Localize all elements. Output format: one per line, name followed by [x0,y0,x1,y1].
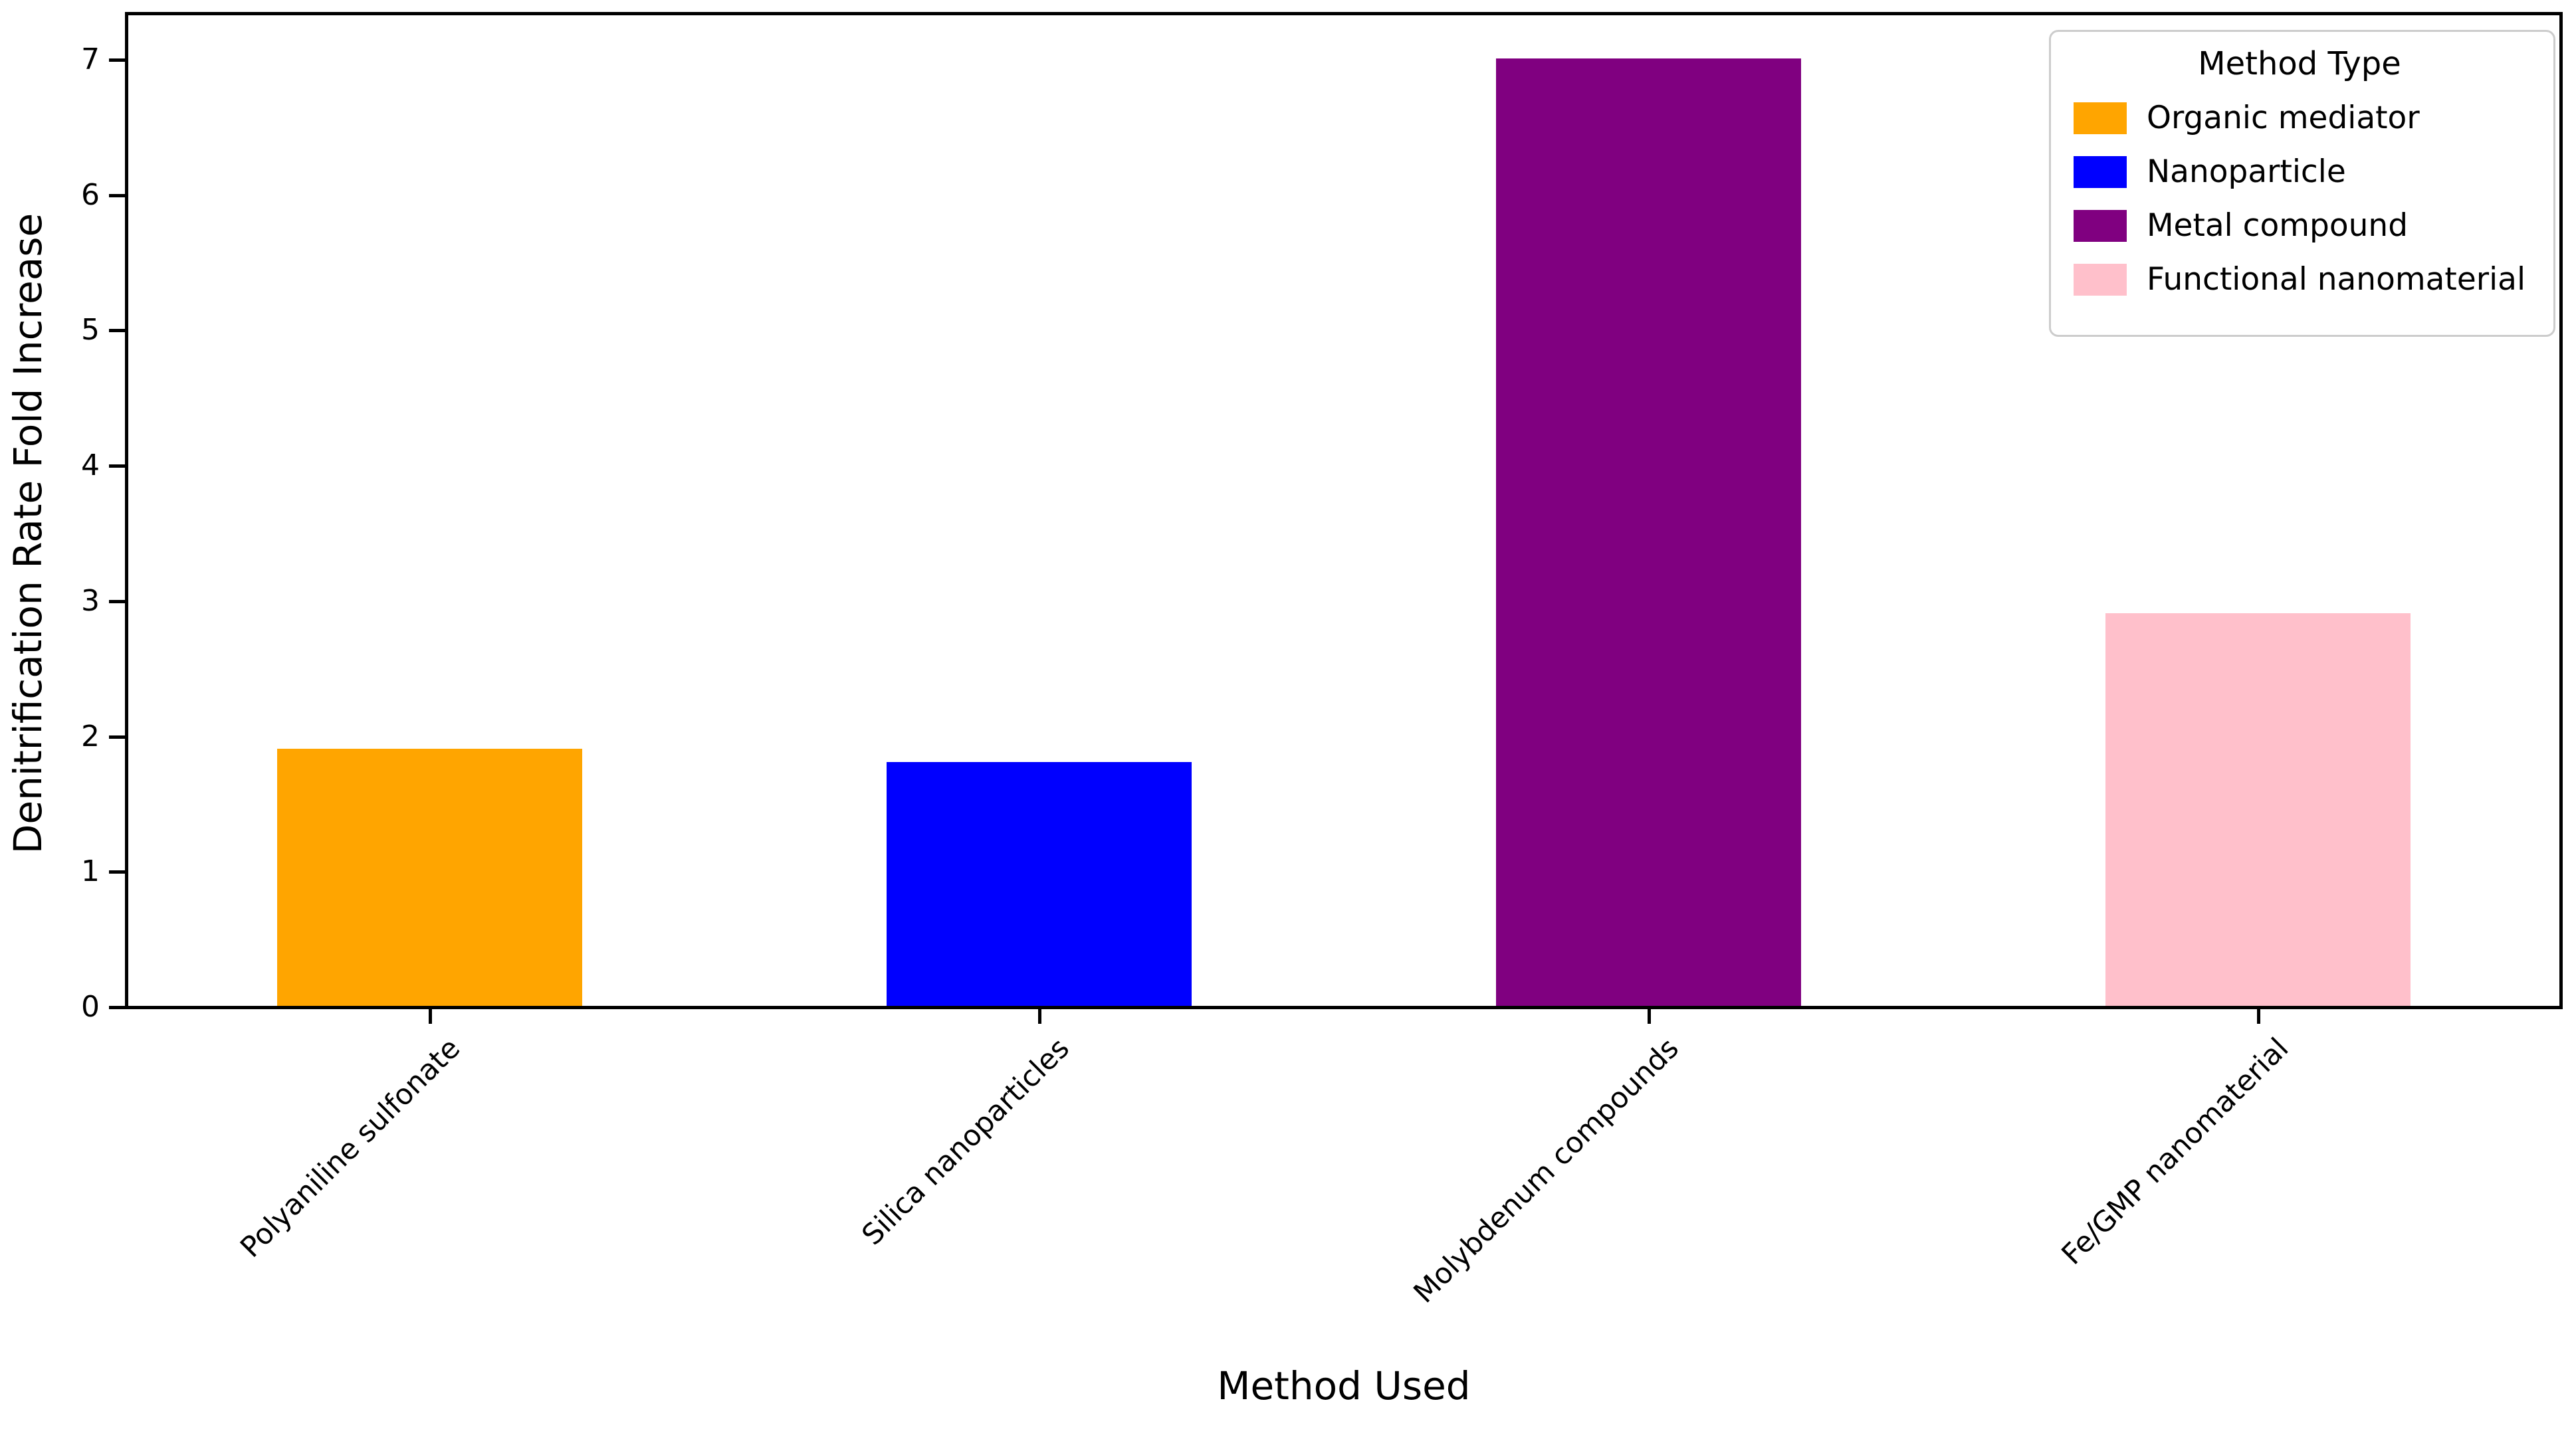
y-tick-mark-6 [109,193,125,197]
legend-label-metal-compound: Metal compound [2146,207,2409,244]
bar-silica-nanoparticles [887,762,1192,1006]
x-tick-mark-fe-gmp-nanomaterial [2257,1009,2260,1024]
y-tick-label-5: 5 [81,313,100,347]
legend-label-organic-mediator: Organic mediator [2146,100,2420,136]
y-tick-label-6: 6 [81,177,100,212]
legend: Method Type Organic mediator Nanoparticle… [2048,30,2555,337]
x-tick-mark-molybdenum-compounds [1648,1009,1651,1024]
x-tick-label-silica-nanoparticles: Silica nanoparticles [855,1032,1076,1252]
legend-row-metal-compound: Metal compound [2073,207,2525,244]
x-tick-mark-polyaniline-sulfonate [429,1009,432,1024]
y-tick-mark-2 [109,735,125,739]
y-tick-label-7: 7 [81,43,100,76]
x-tick-label-polyaniline-sulfonate: Polyaniline sulfonate [233,1032,467,1264]
legend-label-nanoparticle: Nanoparticle [2146,153,2346,190]
legend-swatch-functional-nanomaterial [2073,263,2127,296]
y-tick-mark-4 [109,464,125,468]
legend-swatch-nanoparticle [2073,155,2127,188]
legend-swatch-metal-compound [2073,209,2127,242]
y-tick-label-2: 2 [81,719,100,753]
x-tick-label-fe-gmp-nanomaterial: Fe/GMP nanomaterial [2055,1032,2295,1272]
legend-row-functional-nanomaterial: Functional nanomaterial [2073,261,2525,298]
bar-polyaniline-sulfonate [277,749,582,1006]
x-axis-label: Method Used [1217,1363,1471,1408]
legend-label-functional-nanomaterial: Functional nanomaterial [2146,261,2525,298]
y-tick-mark-0 [109,1006,125,1009]
legend-title: Method Type [2198,45,2401,82]
legend-row-nanoparticle: Nanoparticle [2073,153,2525,190]
y-tick-label-3: 3 [81,583,100,618]
y-tick-mark-3 [109,599,125,603]
x-tick-label-molybdenum-compounds: Molybdenum compounds [1407,1032,1685,1310]
bar-fe-gmp-nanomaterial [2105,613,2411,1006]
bar-molybdenum-compounds [1496,58,1801,1006]
y-axis-label: Denitrification Rate Fold Increase [5,213,51,854]
y-tick-label-1: 1 [81,854,100,889]
y-tick-mark-5 [109,329,125,333]
y-tick-label-0: 0 [81,990,100,1024]
x-tick-mark-silica-nanoparticles [1038,1009,1041,1024]
y-tick-label-4: 4 [81,448,100,483]
legend-swatch-organic-mediator [2073,102,2127,134]
legend-row-organic-mediator: Organic mediator [2073,100,2525,136]
y-tick-mark-7 [109,58,125,62]
legend-entries: Organic mediator Nanoparticle Metal compou… [2073,100,2525,298]
y-tick-mark-1 [109,870,125,874]
